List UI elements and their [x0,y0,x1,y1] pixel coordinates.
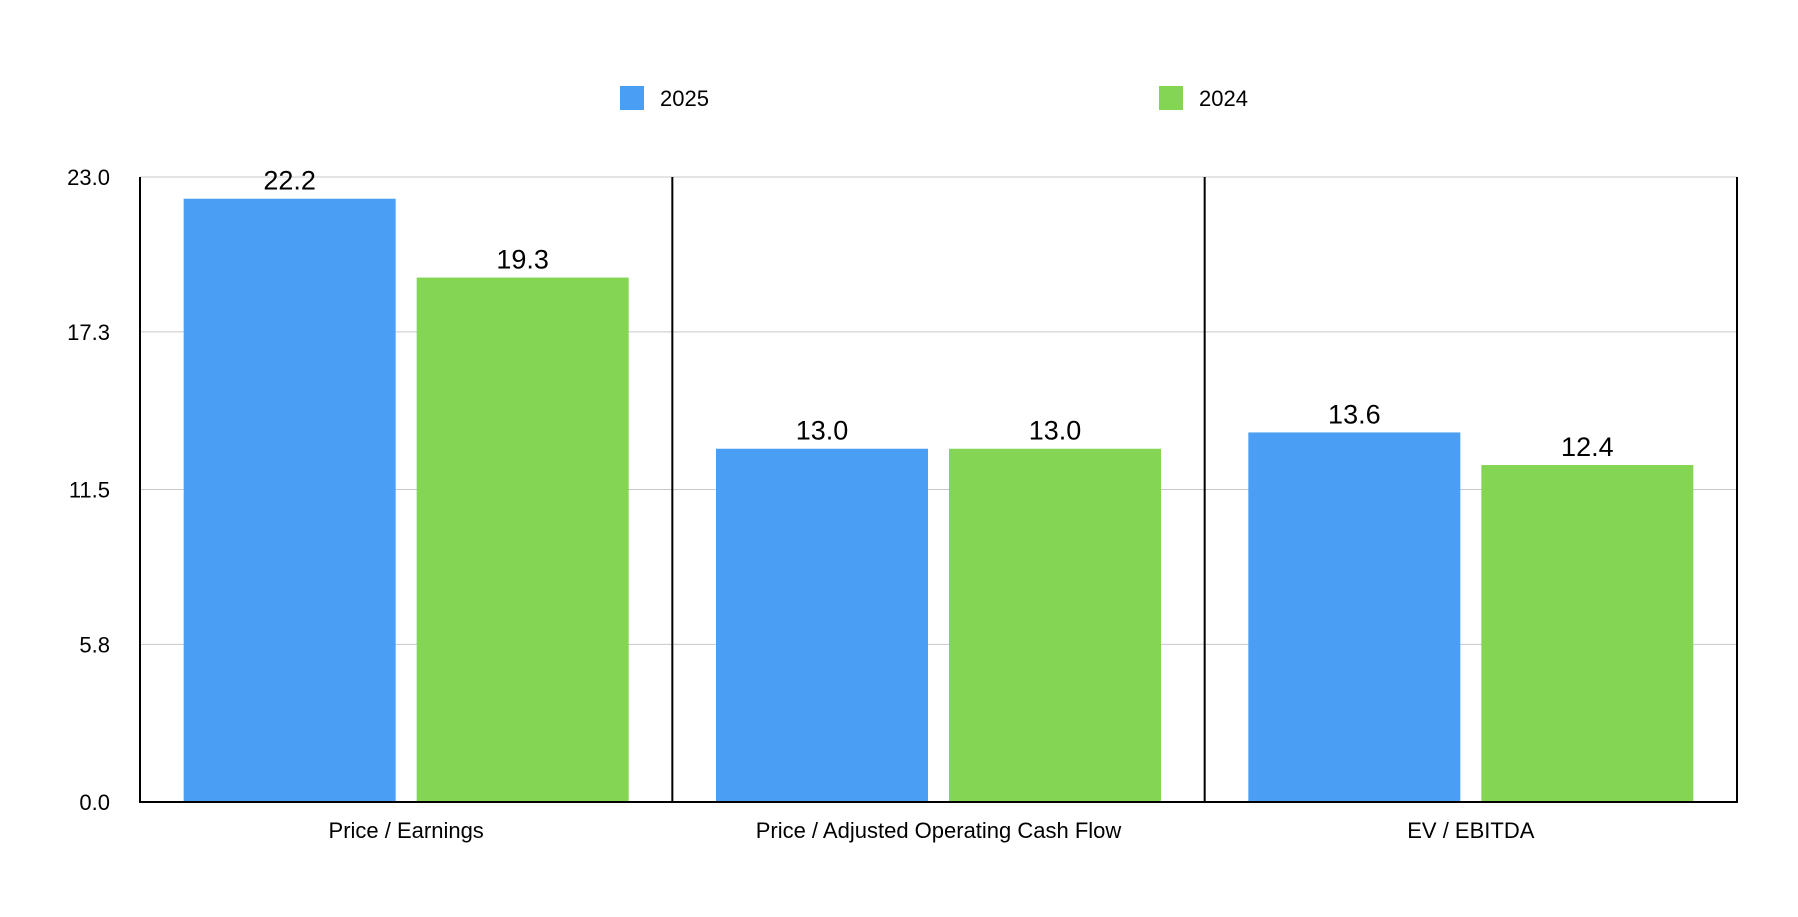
y-tick-label: 17.3 [67,320,110,345]
data-label: 13.0 [1029,416,1082,446]
x-category-label: Price / Adjusted Operating Cash Flow [756,818,1122,843]
legend-swatch-2025 [620,86,644,110]
data-label: 12.4 [1561,432,1614,462]
data-label: 19.3 [496,245,549,275]
y-tick-label: 23.0 [67,165,110,190]
bar-2025-1 [716,448,928,802]
y-tick-label: 11.5 [69,478,110,503]
data-label: 13.0 [796,416,849,446]
axes [139,177,1738,803]
gridlines [140,176,1737,645]
legend: 2025 2024 [620,86,1248,111]
bars [183,198,1694,803]
labels: 0.0 5.8 11.5 17.3 23.0 22.2 19.3 Price / Earnin… [67,165,1613,843]
bar-2024-2 [1481,465,1694,802]
x-category-label: EV / EBITDA [1407,818,1534,843]
bar-2025-2 [1248,432,1461,802]
bar-2025-0 [183,198,396,802]
bar-2024-0 [416,277,629,803]
legend-label-2025: 2025 [660,86,709,111]
y-tick-label: 5.8 [79,632,110,657]
data-label: 13.6 [1328,399,1381,429]
data-label: 22.2 [263,166,316,196]
y-tick-label: 0.0 [79,790,110,815]
legend-swatch-2024 [1159,86,1183,110]
bar-2024-1 [949,448,1161,802]
legend-label-2024: 2024 [1199,86,1248,111]
x-category-label: Price / Earnings [329,818,484,843]
